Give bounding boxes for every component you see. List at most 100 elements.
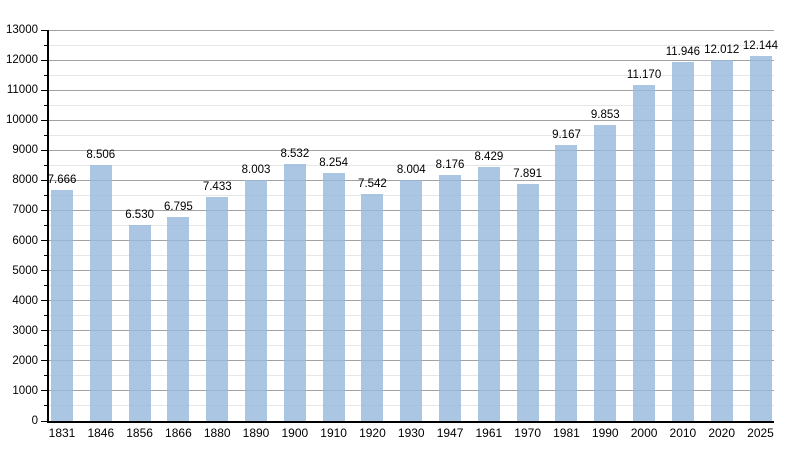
- bar-value-label: 8.176: [435, 159, 465, 172]
- bar-value-label: 6.795: [164, 200, 193, 213]
- y-grid-major: [49, 29, 774, 31]
- y-minor-tick: [44, 225, 47, 226]
- x-tick-label: 1856: [126, 426, 153, 440]
- bar: [749, 55, 772, 421]
- y-tick-label: 0: [31, 415, 38, 427]
- x-tick-label: 2000: [630, 426, 658, 440]
- bar: [283, 164, 306, 421]
- bar: [439, 175, 462, 421]
- y-grid-major: [49, 89, 774, 91]
- bar: [516, 183, 539, 421]
- bar-value-label: 12.012: [704, 43, 740, 56]
- x-tick-label: 1961: [475, 426, 503, 440]
- bar-value-label: 8.429: [474, 151, 504, 164]
- bar: [477, 167, 500, 421]
- bar: [167, 216, 190, 421]
- x-tick-label: 1920: [359, 426, 386, 440]
- y-minor-tick: [44, 255, 47, 257]
- y-minor-tick: [44, 104, 47, 106]
- bar-value-label: 7.666: [47, 174, 77, 187]
- bar-value-label: 7.433: [202, 181, 232, 194]
- bar-value-label: 11.946: [665, 45, 701, 58]
- bar: [555, 145, 578, 421]
- bar-value-label: 12.144: [742, 39, 779, 52]
- bar: [128, 224, 151, 421]
- bar: [594, 124, 617, 421]
- y-tick-label: 3000: [12, 324, 38, 337]
- y-minor-tick: [44, 134, 47, 136]
- bar: [51, 190, 73, 421]
- y-tick-label: 9000: [12, 144, 38, 157]
- y-tick: [41, 149, 47, 151]
- y-tick-label: 12000: [6, 54, 38, 67]
- y-grid-major: [49, 119, 774, 121]
- x-tick-label: 1866: [165, 426, 192, 440]
- x-tick-label: 1910: [320, 426, 347, 440]
- y-tick: [41, 390, 47, 392]
- bar-value-label: 8.506: [86, 149, 116, 162]
- y-grid-major: [49, 149, 774, 151]
- bar: [671, 61, 694, 421]
- y-grid-minor: [49, 74, 774, 76]
- x-tick-label: 2020: [708, 426, 736, 440]
- y-grid-minor: [49, 164, 774, 166]
- x-tick-label: 1990: [591, 426, 619, 440]
- y-tick: [41, 89, 47, 91]
- x-tick-label: 1930: [397, 426, 425, 440]
- bar-value-label: 8.003: [241, 164, 271, 177]
- y-grid-minor: [49, 134, 774, 136]
- bar-value-label: 8.254: [319, 156, 349, 169]
- bar-value-label: 9.853: [590, 108, 620, 121]
- y-grid-minor: [49, 104, 774, 106]
- bar: [400, 180, 423, 421]
- y-tick: [41, 59, 47, 61]
- y-minor-tick: [44, 315, 47, 317]
- x-tick-label: 1900: [281, 426, 309, 440]
- y-minor-tick: [44, 74, 47, 76]
- bar: [361, 194, 384, 421]
- x-tick-label: 1981: [553, 426, 580, 440]
- bar: [89, 165, 112, 421]
- bar-value-label: 6.530: [125, 208, 154, 221]
- y-tick-label: 8000: [12, 174, 38, 187]
- bar-value-label: 8.004: [396, 164, 426, 177]
- y-minor-tick: [44, 194, 47, 196]
- y-tick: [41, 270, 47, 272]
- y-tick: [41, 240, 47, 242]
- y-tick: [41, 300, 47, 302]
- y-minor-tick: [44, 375, 47, 377]
- y-tick: [41, 29, 47, 31]
- y-minor-tick: [44, 285, 47, 287]
- plot-area: 7.666 8.506 6.530 6.795 7.433 8.003 8.532 8.254…: [47, 29, 778, 423]
- y-tick-label: 10000: [6, 114, 38, 127]
- y-tick: [41, 360, 47, 362]
- bar: [322, 172, 345, 421]
- y-tick-label: 2000: [12, 354, 38, 367]
- x-tick-label: 1970: [514, 426, 541, 440]
- bar-value-label: 7.891: [513, 167, 543, 180]
- y-tick: [41, 179, 47, 181]
- y-minor-tick: [44, 164, 47, 166]
- y-grid-minor: [49, 44, 774, 46]
- bar-value-label: 9.167: [552, 129, 581, 142]
- y-tick-label: 11000: [6, 84, 38, 97]
- x-tick-label: 2010: [669, 426, 697, 440]
- x-tick-label: 1890: [242, 426, 270, 440]
- x-tick-label: 1947: [436, 426, 464, 440]
- x-tick-label: 1831: [48, 426, 76, 440]
- y-minor-tick: [44, 44, 47, 46]
- x-tick-label: 2025: [747, 426, 774, 440]
- bar: [206, 197, 229, 421]
- y-tick-label: 7000: [12, 204, 38, 217]
- y-tick: [41, 420, 47, 422]
- bar-value-label: 8.532: [280, 148, 310, 161]
- x-tick-label: 1880: [203, 426, 231, 440]
- y-minor-tick: [44, 345, 47, 347]
- y-tick-label: 1000: [12, 384, 38, 397]
- y-tick: [41, 330, 47, 332]
- bar: [633, 85, 656, 421]
- y-tick-label: 4000: [12, 294, 38, 307]
- y-tick-label: 13000: [6, 24, 38, 36]
- y-grid-major: [49, 59, 774, 61]
